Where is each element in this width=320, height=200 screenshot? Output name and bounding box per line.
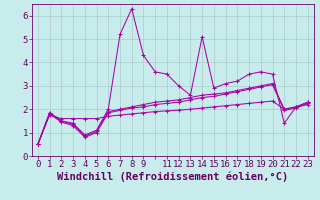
X-axis label: Windchill (Refroidissement éolien,°C): Windchill (Refroidissement éolien,°C) (57, 172, 288, 182)
